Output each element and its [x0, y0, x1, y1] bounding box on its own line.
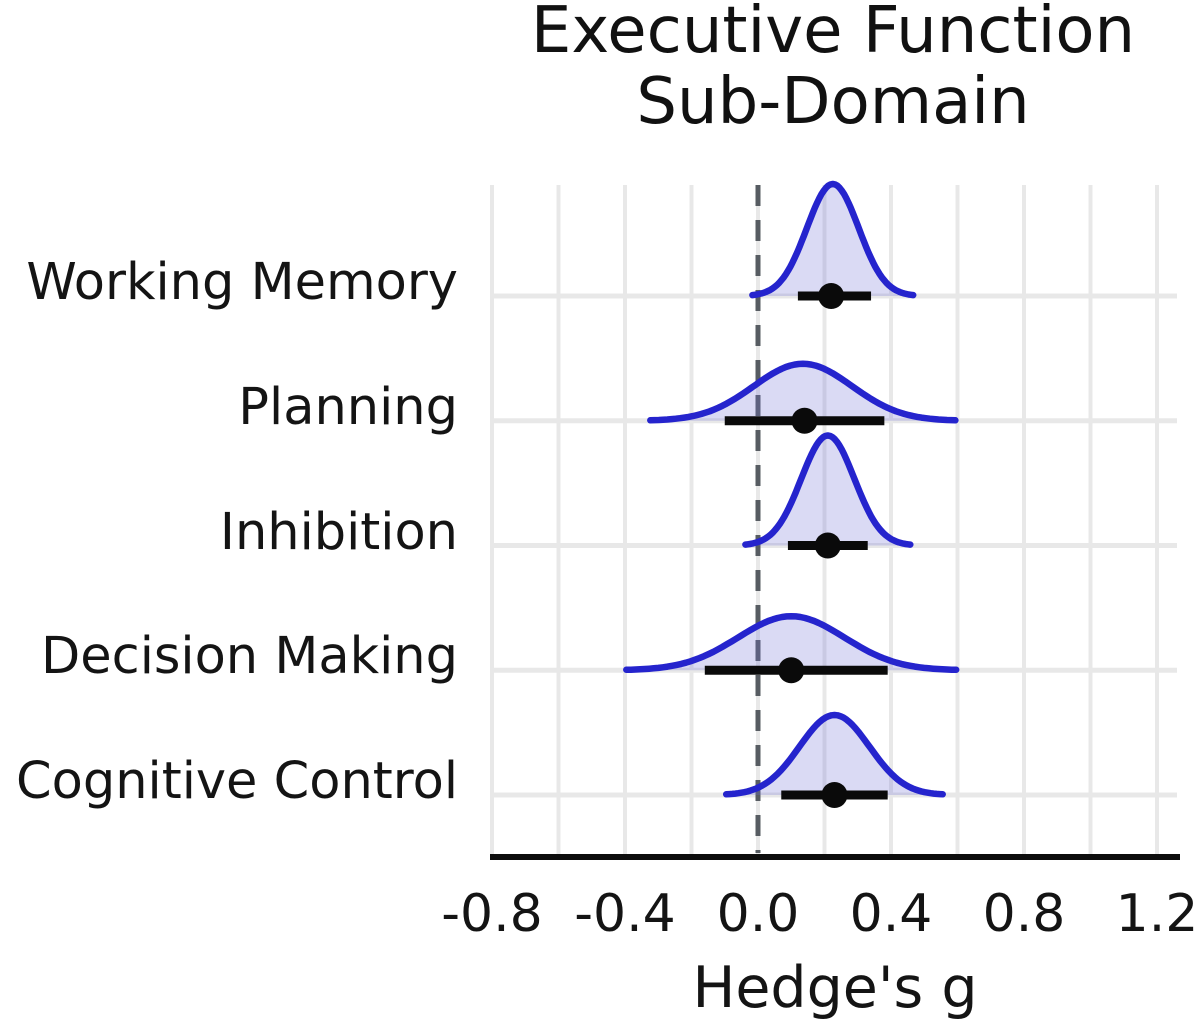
density-curve [722, 711, 946, 798]
point-estimate [821, 782, 848, 808]
point-estimate [814, 532, 841, 559]
density-curve [749, 180, 917, 299]
x-axis-label: Hedge's g [692, 955, 978, 1021]
point-estimate [818, 283, 845, 309]
x-tick-label: 0.8 [982, 884, 1066, 944]
x-tick-label: -0.4 [574, 884, 676, 944]
chart-title: Executive Function Sub-Domain [433, 0, 1200, 138]
category-label: Cognitive Control [16, 752, 458, 811]
category-label: Inhibition [219, 502, 458, 562]
x-tick-label: 0.4 [849, 884, 933, 944]
density-curve [647, 360, 959, 424]
point-estimate [778, 657, 805, 684]
density-curve [623, 613, 960, 674]
chart-title-line1: Executive Function [530, 0, 1136, 68]
density-fill [745, 435, 911, 546]
x-tick-label: 0.0 [716, 884, 800, 944]
category-label: Planning [238, 377, 458, 437]
category-label: Decision Making [41, 627, 458, 687]
x-tick-label: 1.2 [1115, 884, 1199, 944]
density-curve [742, 432, 914, 548]
x-tick-label: -0.8 [441, 884, 543, 944]
chart-title-line2: Sub-Domain [636, 65, 1030, 139]
category-label: Working Memory [26, 253, 458, 312]
point-estimate [791, 407, 818, 434]
